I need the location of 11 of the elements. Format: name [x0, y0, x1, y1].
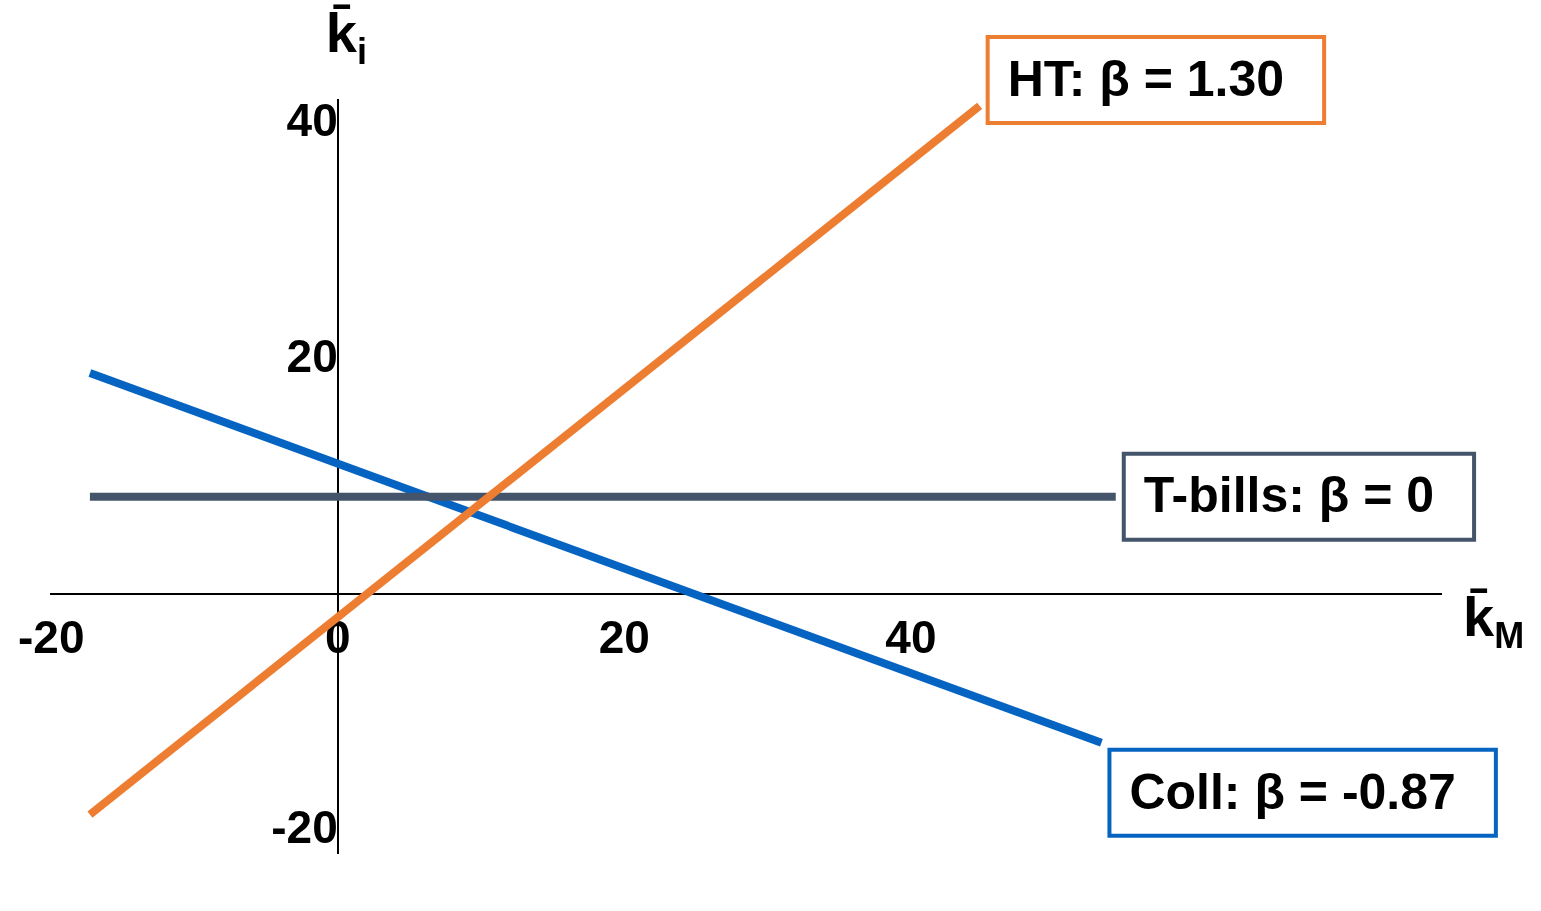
x-tick-label: -20: [18, 610, 85, 663]
series-label: HT: β = 1.30: [1007, 50, 1285, 107]
series-label: T-bills: β = 0: [1143, 467, 1435, 524]
x-tick-label: 20: [598, 610, 650, 663]
y-tick-label: 40: [286, 94, 338, 147]
y-tick-label: -20: [271, 800, 338, 853]
x-tick-label: 40: [885, 610, 937, 663]
series-label: Coll: β = -0.87: [1129, 763, 1456, 820]
y-axis-title: k̄$_{i}$: [325, 0, 367, 74]
y-tick-label: 20: [286, 329, 338, 382]
x-axis-title: k̄$_{M}$: [1463, 584, 1525, 658]
